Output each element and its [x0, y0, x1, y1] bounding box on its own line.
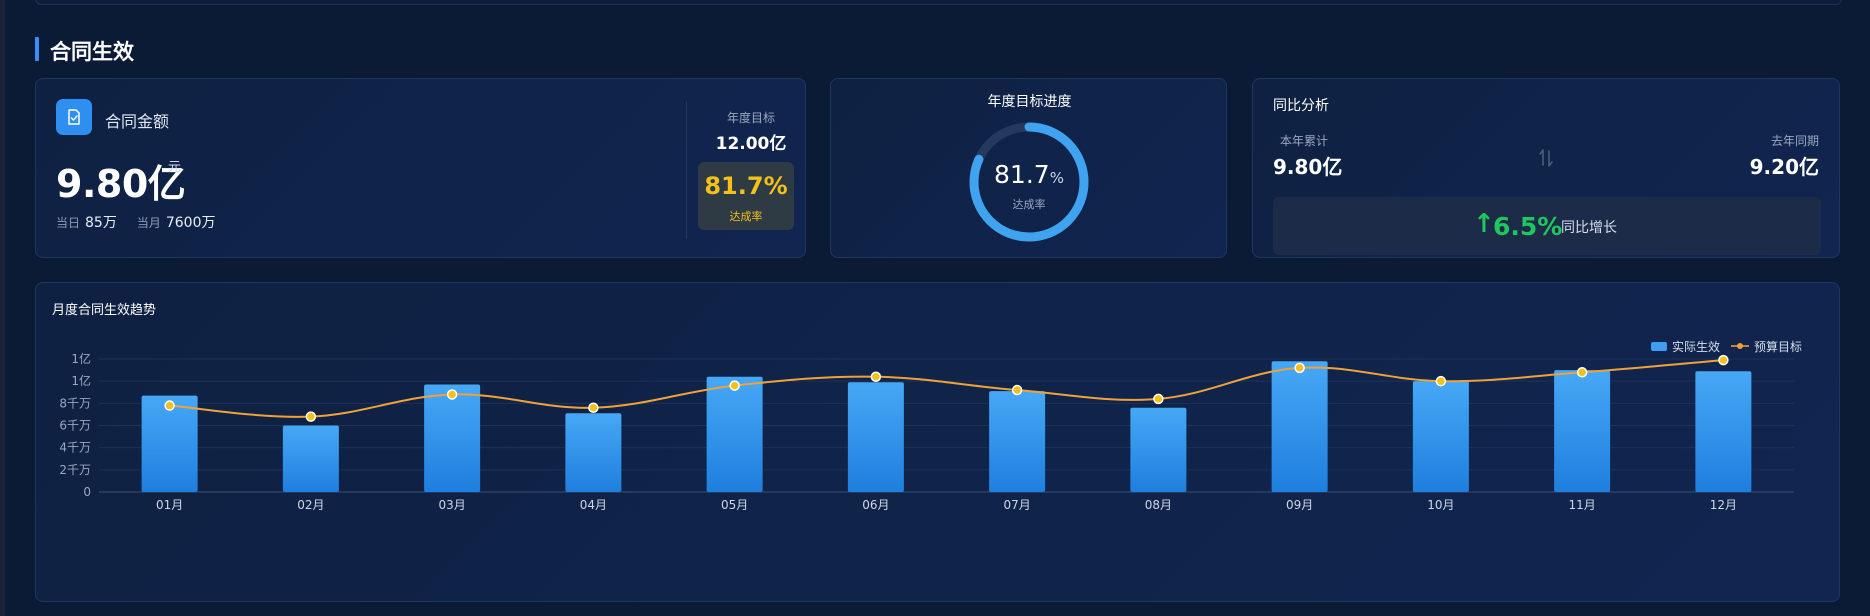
month-value: 7600万 [165, 215, 216, 231]
legend-bar-swatch [1651, 342, 1667, 351]
monthly-trend-card: 月度合同生效趋势 实际生效 预算目标 0 2千万 4千万 6千万 8千万 1亿 1亿 01月 0… [35, 282, 1840, 602]
progress-number: 81.7 [994, 160, 1050, 189]
budget-point-3 [446, 389, 458, 400]
section-accent-bar [35, 37, 39, 61]
annual-progress-card: 年度目标进度 81.7% 达成率 [830, 78, 1227, 258]
bar-actual-5 [706, 376, 763, 492]
amount-unit: 元 [168, 160, 182, 175]
growth-up-arrow-icon: ↑ [1473, 209, 1495, 239]
x-tick-label: 05月 [721, 498, 748, 512]
today-value: 85万 [85, 215, 117, 231]
y-tick-label: 6千万 [59, 419, 91, 433]
bar-actual-12 [1695, 371, 1752, 492]
x-tick-label: 12月 [1710, 498, 1737, 512]
budget-point-4 [588, 402, 599, 414]
card-divider [686, 101, 687, 239]
section-title: 合同生效 [50, 40, 134, 64]
y-tick-label: 2千万 [59, 463, 91, 477]
x-tick-label: 09月 [1286, 498, 1313, 512]
x-tick-label: 02月 [297, 498, 324, 512]
y-tick-label: 4千万 [59, 441, 91, 455]
annual-target-value: 12.00亿 [715, 134, 787, 154]
bar-actual-3 [424, 384, 481, 492]
budget-point-10 [1435, 375, 1447, 387]
budget-point-5 [729, 380, 740, 391]
amount-sub-stats: 当日 85万 当月 7600万 [56, 212, 236, 232]
trend-chart: 0 2千万 4千万 6千万 8千万 1亿 1亿 01月 02月 03月 04月 05月 06月 07月 08… [59, 351, 1794, 512]
legend-line-swatch [1731, 343, 1749, 349]
x-tick-label: 04月 [580, 498, 607, 512]
contract-amount-card: 合同金额 9.80亿 元 当日 85万 当月 7600万 年度目标 12.00亿 81… [35, 78, 806, 258]
amount-value: 9.80亿 [56, 162, 186, 206]
growth-value: 6.5% [1493, 212, 1563, 241]
y-tick-label: 0 [83, 485, 91, 499]
growth-label: 同比增长 [1561, 220, 1617, 236]
achievement-rate-value: 81.7% [704, 172, 788, 200]
legend-budget-label: 预算目标 [1754, 340, 1803, 354]
current-ytd-value: 9.80亿 [1273, 155, 1343, 179]
progress-label: 达成率 [1012, 198, 1046, 211]
y-tick-label: 1亿 [71, 351, 91, 366]
achievement-rate-label: 达成率 [729, 210, 763, 223]
bar-actual-10 [1412, 381, 1469, 492]
budget-point-2 [305, 411, 317, 422]
x-tick-label: 11月 [1568, 498, 1595, 512]
progress-title: 年度目标进度 [987, 94, 1072, 110]
swap-arrows-icon [1539, 149, 1553, 167]
progress-ring [969, 122, 1089, 242]
trend-title: 月度合同生效趋势 [52, 303, 157, 318]
bar-actual-11 [1554, 370, 1611, 492]
bar-actual-4 [565, 413, 622, 492]
bar-actual-8 [1130, 407, 1187, 492]
bar-actual-2 [282, 425, 339, 492]
x-tick-label: 03月 [438, 498, 465, 512]
progress-unit: % [1049, 169, 1064, 187]
left-edge-strip [0, 0, 5, 616]
amount-label: 合同金额 [105, 112, 170, 131]
legend-actual-label: 实际生效 [1672, 340, 1721, 354]
budget-point-12 [1718, 354, 1729, 366]
budget-point-9 [1294, 362, 1305, 374]
today-label: 当日 [56, 216, 81, 230]
bar-actual-7 [989, 391, 1046, 492]
achievement-rate-box: 81.7% 达成率 [698, 162, 794, 230]
y-tick-label: 1亿 [71, 373, 91, 388]
budget-point-11 [1576, 367, 1588, 378]
progress-value: 81.7% [949, 160, 1109, 189]
budget-line [169, 359, 1724, 418]
bar-actual-6 [847, 382, 904, 492]
progress-ring-fill [969, 122, 1089, 242]
last-year-label: 去年同期 [1770, 134, 1819, 148]
current-ytd-label: 本年累计 [1280, 134, 1329, 148]
month-label: 当月 [136, 216, 161, 230]
yoy-title: 同比分析 [1273, 98, 1329, 114]
budget-point-6 [870, 371, 882, 382]
x-tick-label: 10月 [1427, 498, 1454, 512]
annual-target-label: 年度目标 [726, 111, 775, 125]
budget-point-8 [1153, 393, 1164, 405]
contract-check-icon [56, 99, 92, 135]
x-tick-label: 06月 [862, 498, 889, 512]
bar-actual-1 [141, 395, 198, 492]
budget-point-1 [164, 400, 175, 411]
budget-point-7 [1011, 384, 1023, 396]
yoy-analysis-card: 同比分析 本年累计 9.80亿 去年同期 9.20亿 ↑ 6.5% 同比增长 [1252, 78, 1840, 258]
y-tick-label: 8千万 [59, 396, 91, 410]
bar-actual-9 [1271, 361, 1328, 492]
last-year-value: 9.20亿 [1749, 155, 1819, 179]
x-tick-label: 08月 [1145, 498, 1172, 512]
x-tick-label: 07月 [1003, 498, 1030, 512]
x-tick-label: 01月 [156, 498, 183, 512]
growth-box: ↑ 6.5% 同比增长 [1273, 197, 1821, 255]
top-panel-edge [35, 0, 1842, 5]
